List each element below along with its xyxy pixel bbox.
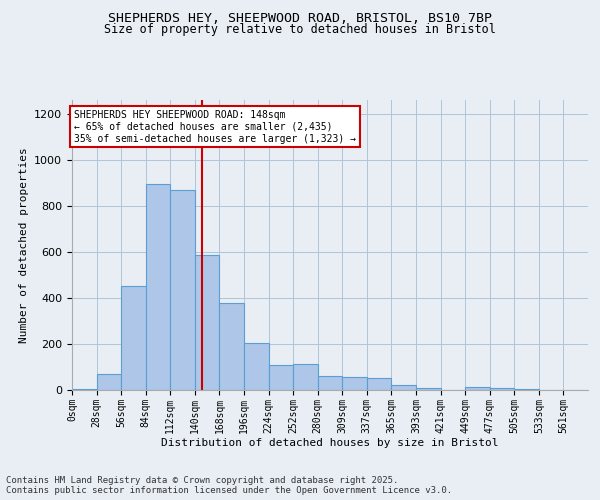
Text: SHEPHERDS HEY, SHEEPWOOD ROAD, BRISTOL, BS10 7BP: SHEPHERDS HEY, SHEEPWOOD ROAD, BRISTOL, … [108, 12, 492, 26]
Bar [465, 387, 490, 390]
Bar [195, 256, 220, 390]
Bar [342, 378, 367, 390]
Bar [367, 378, 391, 390]
Y-axis label: Number of detached properties: Number of detached properties [19, 147, 29, 343]
Bar [490, 388, 514, 390]
Bar [72, 389, 97, 390]
Bar [293, 364, 318, 390]
Bar [318, 376, 342, 390]
Bar [416, 388, 440, 390]
Bar [244, 343, 269, 390]
Bar [146, 184, 170, 390]
Bar [391, 385, 416, 390]
Bar [97, 374, 121, 390]
Bar [514, 389, 539, 390]
X-axis label: Distribution of detached houses by size in Bristol: Distribution of detached houses by size … [161, 438, 499, 448]
Text: Contains HM Land Registry data © Crown copyright and database right 2025.
Contai: Contains HM Land Registry data © Crown c… [6, 476, 452, 495]
Bar [121, 286, 146, 390]
Bar [220, 302, 244, 390]
Text: Size of property relative to detached houses in Bristol: Size of property relative to detached ho… [104, 22, 496, 36]
Text: SHEPHERDS HEY SHEEPWOOD ROAD: 148sqm
← 65% of detached houses are smaller (2,435: SHEPHERDS HEY SHEEPWOOD ROAD: 148sqm ← 6… [74, 110, 356, 144]
Bar [269, 364, 293, 390]
Bar [170, 190, 195, 390]
